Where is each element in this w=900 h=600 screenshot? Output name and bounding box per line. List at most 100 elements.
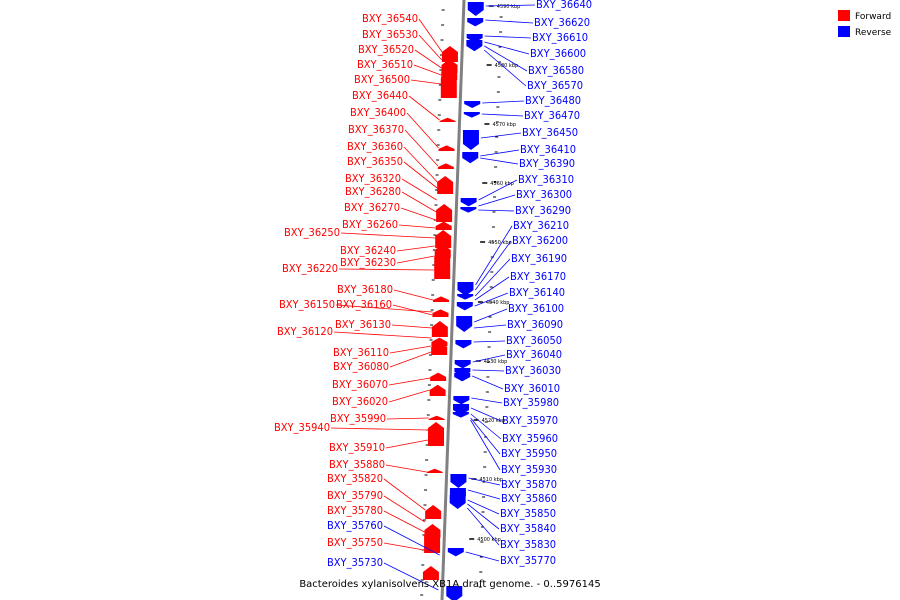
gene-label-text: BXY_36580 — [528, 64, 584, 77]
gene-label-text: BXY_36440 — [352, 89, 408, 102]
gene-label-text: BXY_36570 — [527, 79, 583, 92]
reverse-gene-arrow — [449, 495, 466, 509]
gene-label-text: BXY_36150 — [279, 298, 335, 311]
forward-gene-arrow — [438, 145, 455, 151]
leader-line — [467, 507, 500, 546]
leader-line — [410, 79, 441, 85]
leader-line — [388, 377, 431, 386]
leader-line — [467, 499, 500, 515]
leader-line — [473, 340, 506, 343]
gene-label-text: BXY_36270 — [344, 201, 400, 214]
reverse-gene-arrow — [460, 198, 477, 207]
tick-label: 4530 kbp — [484, 359, 508, 365]
legend-entry-reverse: Reverse — [838, 26, 892, 38]
gene-label-text: BXY_36350 — [347, 155, 403, 168]
leader-line — [330, 427, 429, 431]
leader-line — [475, 240, 512, 291]
gene-label-text: BXY_36130 — [335, 318, 391, 331]
leader-line — [393, 289, 434, 301]
gene-label-text: BXY_36520 — [358, 43, 414, 56]
reverse-gene-label: BXY_36100 — [474, 302, 564, 323]
reverse-gene-arrow — [467, 18, 484, 27]
forward-gene-label: BXY_36240 — [340, 244, 436, 257]
reverse-gene-arrow — [466, 40, 483, 52]
leader-line — [386, 417, 429, 420]
forward-gene-arrow — [431, 341, 448, 355]
gene-label-text: BXY_36250 — [284, 226, 340, 239]
leader-line — [472, 354, 506, 363]
gene-label-text: BXY_36400 — [350, 106, 406, 119]
gene-label-text: BXY_36280 — [345, 185, 401, 198]
forward-gene-label: BXY_36220 — [282, 262, 435, 275]
leader-line — [471, 397, 503, 404]
gene-label-text: BXY_36020 — [332, 395, 388, 408]
leader-line — [478, 179, 518, 201]
leader-line — [383, 562, 439, 591]
forward-gene-arrow — [428, 415, 445, 420]
reverse-gene-arrow — [447, 548, 464, 557]
reverse-gene-arrow — [454, 368, 471, 377]
leader-line — [414, 49, 442, 69]
reverse-gene-label: BXY_36450 — [480, 126, 578, 139]
reverse-gene-label: BXY_36300 — [478, 188, 572, 207]
legend-label: Reverse — [855, 28, 892, 38]
reverse-gene-label: BXY_36140 — [474, 286, 565, 307]
genome-backbone — [440, 0, 466, 600]
leader-line — [418, 34, 443, 61]
forward-gene-label: BXY_36360 — [347, 140, 438, 183]
legend-label: Forward — [855, 12, 891, 22]
reverse-gene-arrow — [455, 340, 472, 349]
gene-label-text: BXY_35760 — [327, 519, 383, 532]
forward-gene-label: BXY_36520 — [358, 43, 442, 69]
forward-gene-label: BXY_35750 — [327, 536, 424, 551]
leader-line — [474, 308, 508, 323]
gene-label-text: BXY_36610 — [532, 31, 588, 44]
gene-label-text: BXY_36600 — [530, 47, 586, 60]
forward-gene-label: BXY_36530 — [362, 28, 443, 61]
leader-line — [472, 375, 504, 390]
reverse-gene-label: BXY_36030 — [472, 364, 561, 377]
gene-label-text: BXY_35940 — [274, 421, 330, 434]
reverse-gene-label: BXY_36210 — [475, 219, 569, 286]
leader-line — [472, 369, 505, 372]
reverse-gene-arrow — [456, 302, 473, 311]
forward-gene-arrow — [426, 468, 443, 473]
legend-swatch — [838, 26, 850, 37]
gene-label-text: BXY_36190 — [511, 252, 567, 265]
reverse-gene-arrow — [466, 34, 483, 43]
reverse-gene-arrow — [446, 586, 463, 600]
gene-label-text: BXY_36640 — [536, 0, 592, 11]
tick-label: 4570 kbp — [492, 122, 516, 128]
leader-line — [406, 112, 439, 149]
forward-gene-label: BXY_36080 — [333, 351, 432, 373]
tick-label: 4590 kbp — [497, 4, 521, 10]
gene-label-text: BXY_36450 — [522, 126, 578, 139]
gene-label-text: BXY_36080 — [333, 360, 389, 373]
reverse-gene-label: BXY_36620 — [485, 16, 590, 29]
reverse-gene-arrow — [467, 2, 484, 16]
forward-gene-arrow — [424, 529, 441, 553]
gene-label-text: BXY_36500 — [354, 73, 410, 86]
forward-gene-arrow — [433, 296, 449, 302]
gene-label-text: BXY_36110 — [333, 346, 389, 359]
reverse-gene-label: BXY_35860 — [467, 489, 557, 505]
forward-gene-label: BXY_36370 — [348, 123, 439, 167]
forward-gene-label: BXY_36180 — [337, 283, 434, 301]
leader-line — [383, 510, 425, 533]
gene-label-text: BXY_36070 — [332, 378, 388, 391]
forward-gene-label: BXY_36110 — [333, 345, 432, 359]
gene-label-text: BXY_36040 — [506, 348, 562, 361]
leader-line — [383, 525, 440, 556]
reverse-gene-label: BXY_35850 — [467, 499, 556, 520]
forward-gene-arrow — [429, 384, 446, 396]
gene-label-text: BXY_35990 — [330, 412, 386, 425]
gene-label-text: BXY_36210 — [513, 219, 569, 232]
leader-line — [474, 276, 510, 301]
forward-gene-label: BXY_35790 — [327, 489, 426, 523]
leader-line — [383, 478, 426, 511]
gene-label-text: BXY_35870 — [501, 478, 557, 491]
gene-label-text: BXY_36180 — [337, 283, 393, 296]
gene-label-text: BXY_36530 — [362, 28, 418, 41]
forward-gene-label: BXY_36260 — [342, 218, 436, 231]
